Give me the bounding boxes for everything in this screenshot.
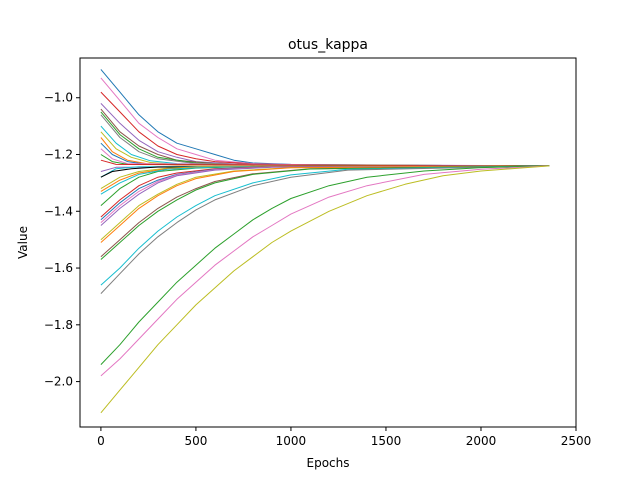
x-axis-ticks: 0 500 1000 1500 2000 2500 <box>97 427 591 448</box>
y-axis-label: Value <box>16 226 30 259</box>
y-tick-label: −2.0 <box>44 375 73 389</box>
y-tick-label: −1.0 <box>44 91 73 105</box>
series-line-30 <box>100 165 550 286</box>
x-tick-label: 1000 <box>276 434 307 448</box>
y-tick-label: −1.2 <box>44 148 73 162</box>
x-axis-label: Epochs <box>307 456 350 470</box>
y-tick-label: −1.6 <box>44 261 73 275</box>
series-line-14 <box>100 159 550 167</box>
series-line-27 <box>100 165 550 243</box>
series-line-32 <box>100 165 550 365</box>
series-line-33 <box>100 165 550 377</box>
y-tick-label: −1.4 <box>44 204 73 218</box>
plot-frame <box>79 57 577 428</box>
series-layer <box>100 69 550 414</box>
series-line-31 <box>100 165 550 294</box>
x-tick-label: 2500 <box>561 434 592 448</box>
y-tick-label: −1.8 <box>44 318 73 332</box>
y-axis-ticks: −2.0 −1.8 −1.6 −1.4 −1.2 −1.0 <box>44 91 80 389</box>
x-tick-label: 1500 <box>371 434 402 448</box>
series-line-25 <box>100 165 550 226</box>
series-line-29 <box>100 165 550 260</box>
series-line-34 <box>100 165 550 414</box>
x-tick-label: 0 <box>97 434 105 448</box>
chart-title: otus_kappa <box>288 37 368 53</box>
x-tick-label: 500 <box>184 434 207 448</box>
x-tick-label: 2000 <box>466 434 497 448</box>
